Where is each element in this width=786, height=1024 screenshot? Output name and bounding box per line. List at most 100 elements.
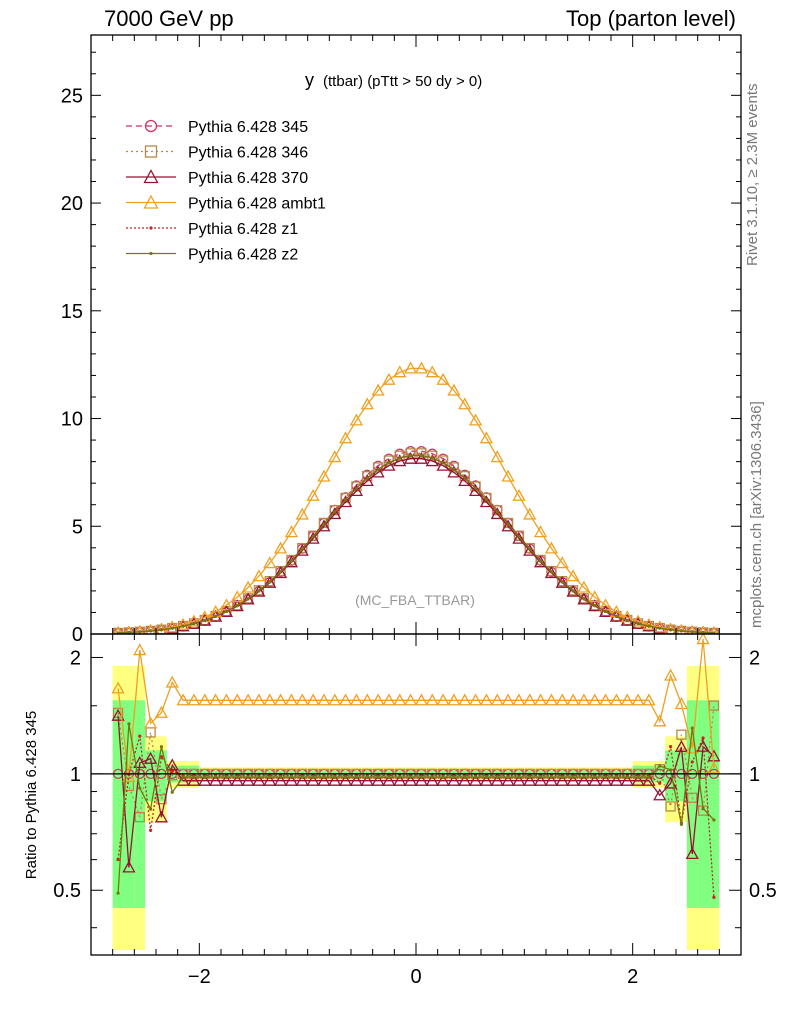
data-point (571, 589, 575, 593)
data-point (588, 599, 602, 612)
data-point (116, 631, 120, 634)
data-point (138, 786, 142, 790)
data-point (328, 507, 342, 520)
data-point (235, 604, 239, 608)
data-point (387, 460, 391, 465)
data-point (501, 773, 515, 786)
data-point (668, 628, 673, 632)
main-plot-series (112, 361, 720, 634)
main-series-3 (113, 361, 719, 634)
data-point (690, 760, 694, 764)
data-point (707, 761, 721, 774)
data-point (603, 609, 608, 614)
data-point (198, 773, 212, 786)
data-point (268, 775, 272, 779)
data-point (479, 431, 494, 444)
ratio-band-green (156, 750, 167, 802)
data-point (198, 693, 212, 706)
data-point (300, 775, 304, 779)
data-point (690, 630, 694, 634)
data-point (306, 693, 320, 706)
data-point (625, 775, 629, 779)
data-point (349, 773, 364, 786)
ratio-line (117, 715, 715, 868)
data-point (658, 764, 662, 768)
data-point (501, 693, 515, 706)
data-point (447, 383, 461, 396)
main-y-tick-label: 25 (61, 85, 83, 107)
ratio-band-green (708, 700, 720, 908)
main-series-2 (113, 451, 719, 634)
data-point (425, 773, 439, 786)
data-point (393, 365, 407, 378)
data-point (506, 775, 510, 779)
data-point (620, 773, 634, 786)
data-point (598, 605, 613, 617)
data-point (544, 693, 559, 706)
data-point (295, 507, 309, 520)
data-point (198, 613, 212, 626)
data-point (144, 145, 158, 158)
data-point (447, 693, 461, 706)
data-point (523, 693, 537, 706)
data-point (668, 745, 673, 749)
data-point (241, 580, 255, 593)
data-point (668, 768, 673, 772)
data-point (538, 775, 543, 779)
data-point (318, 517, 330, 529)
data-point (549, 570, 554, 574)
data-point (246, 775, 250, 779)
data-point (317, 469, 331, 482)
data-point (317, 519, 331, 532)
data-point (111, 681, 125, 694)
data-point (143, 751, 158, 764)
data-point (349, 693, 364, 706)
data-point (468, 773, 483, 786)
data-point (555, 773, 569, 786)
data-point (447, 773, 461, 786)
data-point (582, 597, 586, 601)
data-point (170, 790, 174, 794)
data-point (512, 531, 526, 544)
data-point (544, 541, 559, 554)
ratio-band-green (676, 750, 687, 802)
data-point (371, 693, 385, 706)
data-point (360, 397, 374, 410)
data-point (588, 590, 602, 603)
data-point (620, 613, 634, 626)
analysis-name-label: (MC_FBA_TTBAR) (355, 592, 475, 608)
data-point (317, 693, 331, 706)
data-point (224, 775, 229, 779)
ratio-band-green (145, 750, 156, 802)
data-point (560, 775, 564, 779)
data-point (577, 693, 591, 706)
data-point (306, 773, 320, 786)
data-point (159, 628, 164, 632)
data-point (354, 486, 359, 490)
data-point (463, 775, 467, 779)
data-point (408, 775, 413, 779)
data-point (533, 525, 548, 538)
data-point (419, 453, 424, 458)
data-point (246, 597, 250, 601)
data-point (138, 734, 142, 738)
ratio-band-green (134, 700, 146, 908)
data-point (252, 584, 266, 597)
data-point (528, 775, 532, 779)
data-point (555, 693, 569, 706)
data-point (273, 541, 288, 554)
data-point (278, 570, 283, 574)
data-point (241, 773, 255, 786)
data-point (338, 693, 353, 706)
main-series-1 (112, 448, 720, 634)
data-point (284, 693, 299, 706)
data-point (338, 495, 353, 508)
data-point (328, 693, 342, 706)
data-point (306, 488, 320, 501)
data-point (523, 773, 537, 786)
data-point (273, 566, 288, 579)
data-point (588, 773, 602, 786)
data-point (403, 361, 418, 374)
data-point (538, 559, 543, 563)
data-point (425, 454, 439, 467)
